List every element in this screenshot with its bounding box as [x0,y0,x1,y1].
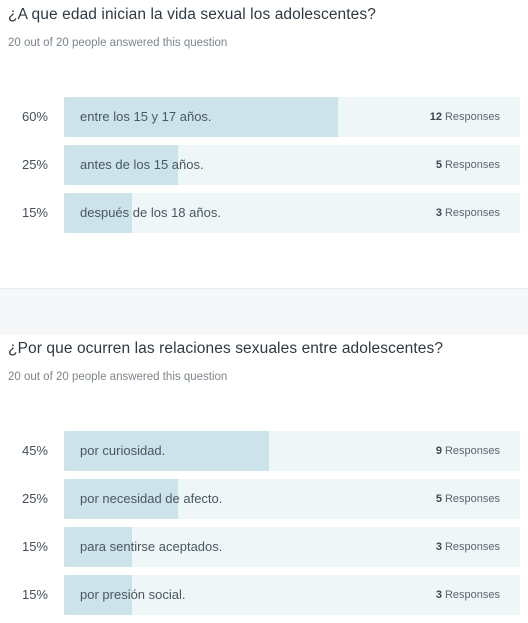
answer-row: 25% antes de los 15 años. 5 Responses [0,145,528,185]
response-count-number: 12 [429,111,442,123]
answer-bar: después de los 18 años. 3 Responses [64,193,520,233]
answer-list: 45% por curiosidad. 9 Responses 25% por n… [0,431,528,623]
response-count: 3 Responses [436,527,500,567]
response-count: 5 Responses [436,479,500,519]
response-count-label: Responses [444,589,500,601]
response-count: 3 Responses [436,575,500,615]
response-count-label: Responses [444,207,500,219]
response-count: 12 Responses [430,97,500,137]
response-count: 9 Responses [436,431,500,471]
answer-percent: 15% [21,587,48,602]
answer-label: antes de los 15 años. [80,157,204,172]
answer-row: 25% por necesidad de afecto. 5 Responses [0,479,528,519]
answer-bar-fill [64,479,178,519]
question-block-reasons: ¿Por que ocurren las relaciones sexuales… [0,334,528,619]
answer-bar-fill [64,527,133,567]
answer-percent: 15% [21,205,48,220]
answer-row: 15% después de los 18 años. 3 Responses [0,193,528,233]
response-count-number: 5 [435,159,442,171]
answer-bar: antes de los 15 años. 5 Responses [64,145,520,185]
question-title: ¿A que edad inician la vida sexual los a… [8,6,376,23]
response-count: 3 Responses [436,193,500,233]
question-block-age: ¿A que edad inician la vida sexual los a… [0,0,528,288]
answer-bar: por curiosidad. 9 Responses [64,431,520,471]
response-count-label: Responses [444,541,500,553]
answer-bar: entre los 15 y 17 años. 12 Responses [64,97,520,137]
response-count: 5 Responses [436,145,500,185]
answer-label: por curiosidad. [80,443,166,458]
response-count-number: 5 [435,493,442,505]
answer-label: para sentirse aceptados. [80,539,223,554]
response-count-number: 3 [435,589,442,601]
answer-label: por necesidad de afecto. [80,491,223,506]
response-count-label: Responses [444,445,500,457]
answer-percent: 25% [21,491,48,506]
answer-bar-fill [64,97,338,137]
answer-percent: 25% [21,157,48,172]
answer-row: 60% entre los 15 y 17 años. 12 Responses [0,97,528,137]
response-count-number: 9 [435,445,442,457]
response-count-label: Responses [444,493,500,505]
answer-row: 45% por curiosidad. 9 Responses [0,431,528,471]
answer-row: 15% para sentirse aceptados. 3 Responses [0,527,528,567]
answer-label: entre los 15 y 17 años. [80,109,212,124]
answer-label: por presión social. [80,587,186,602]
response-count-number: 3 [435,541,442,553]
answer-percent: 15% [21,539,48,554]
answer-bar: por necesidad de afecto. 5 Responses [64,479,520,519]
question-title: ¿Por que ocurren las relaciones sexuales… [8,340,444,357]
answer-percent: 60% [21,109,48,124]
answer-percent: 45% [21,443,48,458]
answered-count: 20 out of 20 people answered this questi… [8,37,228,49]
answer-list: 60% entre los 15 y 17 años. 12 Responses … [0,97,528,241]
answer-bar-fill [64,575,133,615]
answer-bar-fill [64,193,133,233]
answer-label: después de los 18 años. [80,205,221,220]
response-count-label: Responses [444,159,500,171]
answer-bar: por presión social. 3 Responses [64,575,520,615]
response-count-label: Responses [444,111,500,123]
answer-bar-fill [64,145,178,185]
answered-count: 20 out of 20 people answered this questi… [8,371,228,383]
answer-bar-fill [64,431,270,471]
answer-bar: para sentirse aceptados. 3 Responses [64,527,520,567]
response-count-number: 3 [435,207,442,219]
answer-row: 15% por presión social. 3 Responses [0,575,528,615]
section-divider [0,288,528,335]
